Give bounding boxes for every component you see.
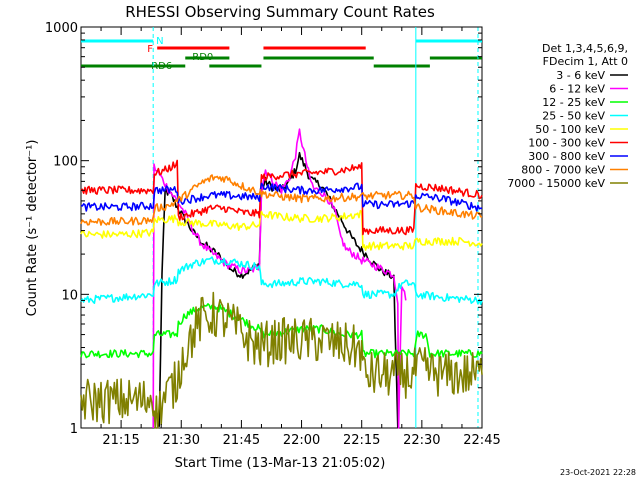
series-line-6 — [80, 182, 483, 212]
series-line-5 — [80, 159, 483, 236]
y-tick-label-2: 100 — [53, 155, 78, 170]
legend-label-6: 300 - 800 keV — [528, 150, 605, 163]
vline-layer — [152, 27, 479, 428]
y-tick-label-1: 10 — [61, 288, 78, 303]
x-tick-label-2: 21:45 — [223, 433, 260, 448]
x-axis-label: Start Time (13-Mar-13 21:05:02) — [175, 456, 386, 471]
legend-label-5: 100 - 300 keV — [528, 137, 605, 150]
series-line-4 — [80, 209, 483, 251]
series-line-7 — [80, 174, 483, 226]
legend-label-0: 3 - 6 keV — [556, 69, 605, 82]
flag-rd6-label: RD6 — [151, 61, 172, 72]
legend: Det 1,3,4,5,6,9, FDecim 1, Att 0 3 - 6 k… — [507, 42, 628, 190]
legend-label-2: 12 - 25 keV — [542, 96, 605, 109]
series-line-3 — [80, 256, 483, 306]
x-tick-label-4: 22:15 — [343, 433, 380, 448]
series-line-1 — [152, 128, 407, 429]
legend-label-7: 800 - 7000 keV — [521, 164, 605, 177]
x-tick-label-5: 22:30 — [403, 433, 440, 448]
legend-label-8: 7000 - 15000 keV — [507, 177, 605, 190]
y-axis-label: Count Rate (s⁻¹ detector⁻¹) — [25, 140, 40, 317]
tick-layer: 21:15 21:30 21:45 22:00 22:15 22:30 22:45 1 10 10… — [45, 21, 501, 448]
plot-frame — [80, 26, 483, 429]
timestamp: 23-Oct-2021 22:28 — [560, 468, 636, 477]
series-line-8 — [80, 291, 483, 429]
y-tick-label-3: 1000 — [45, 21, 78, 36]
flag-f-label: F — [147, 44, 153, 55]
chart-title: RHESSI Observing Summary Count Rates — [125, 3, 435, 21]
x-tick-label-3: 22:00 — [283, 433, 320, 448]
x-tick-label-6: 22:45 — [463, 433, 500, 448]
flag-n-label: N — [156, 36, 163, 47]
legend-label-3: 25 - 50 keV — [542, 110, 605, 123]
x-tick-label-1: 21:30 — [163, 433, 200, 448]
flag-layer: NF RD0 RD6 — [81, 36, 482, 72]
series-layer — [80, 128, 483, 429]
legend-label-4: 50 - 100 keV — [535, 123, 605, 136]
legend-label-1: 6 - 12 keV — [549, 83, 605, 96]
legend-header-line-1: Det 1,3,4,5,6,9, — [542, 42, 628, 55]
x-tick-label-0: 21:15 — [102, 433, 139, 448]
flag-rd0-label: RD0 — [192, 52, 213, 63]
legend-header-line-2: FDecim 1, Att 0 — [543, 55, 628, 68]
y-tick-label-0: 1 — [70, 422, 78, 437]
